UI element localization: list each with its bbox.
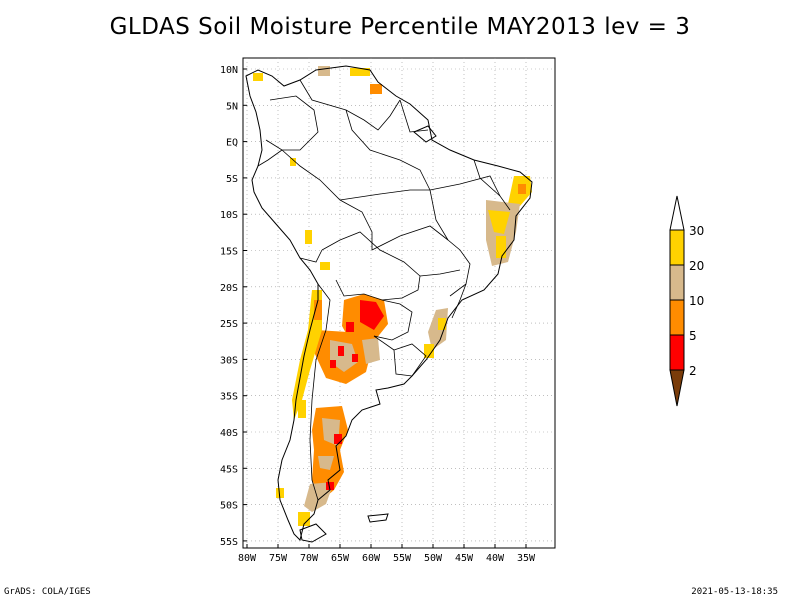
ecuador-border bbox=[257, 149, 283, 167]
shade-patch bbox=[350, 68, 370, 76]
shade-patch bbox=[253, 73, 263, 81]
peru-chile-border bbox=[299, 249, 323, 263]
latitude-tick-labels: 10N 5N EQ 5S 10S 15S 20S 25S 30S 35S 40S 45S 50S 55S bbox=[220, 65, 238, 548]
colorbar-label: 30 bbox=[689, 224, 704, 238]
footer-credit: GrADS: COLA/IGES bbox=[4, 587, 91, 597]
plot-area bbox=[242, 57, 556, 549]
lat-tick-label: 5N bbox=[226, 101, 238, 112]
falkland-islands-outline bbox=[367, 513, 389, 523]
lat-tick-label: 25S bbox=[220, 319, 238, 330]
brazil-interior-d bbox=[419, 269, 461, 277]
lon-tick-label: 70W bbox=[300, 553, 319, 564]
lon-tick-label: 40W bbox=[486, 553, 505, 564]
shade-patch bbox=[488, 210, 510, 234]
lon-tick-label: 60W bbox=[362, 553, 381, 564]
shade-patch bbox=[330, 360, 336, 368]
colorbar-label: 5 bbox=[689, 329, 697, 343]
shade-patch bbox=[338, 346, 344, 356]
shade-patch bbox=[346, 322, 354, 332]
amazon-mouth-outline bbox=[413, 125, 437, 143]
lat-tick-label: 45S bbox=[220, 464, 238, 475]
lon-tick-label: 45W bbox=[455, 553, 474, 564]
shade-patch bbox=[314, 300, 322, 320]
paraguay-border bbox=[373, 299, 413, 341]
brazil-interior-e bbox=[339, 189, 430, 201]
shade-patch bbox=[290, 158, 296, 166]
plot-frame bbox=[242, 57, 556, 549]
lat-tick-label: 55S bbox=[220, 537, 238, 548]
shade-patch bbox=[352, 354, 358, 362]
lon-tick-label: 35W bbox=[517, 553, 536, 564]
brazil-interior-f bbox=[345, 109, 431, 191]
colorbar-label: 2 bbox=[689, 364, 697, 378]
lat-tick-label: 40S bbox=[220, 428, 238, 439]
shade-patch bbox=[362, 338, 380, 364]
south-america-outline bbox=[245, 65, 533, 541]
colorbar-bottom-arrow bbox=[669, 369, 685, 407]
colorbar-bin-20-30 bbox=[669, 229, 685, 266]
shade-patch bbox=[438, 318, 446, 330]
shade-patch bbox=[326, 482, 334, 490]
shade-patch bbox=[298, 512, 310, 526]
colorbar-bin-2-5 bbox=[669, 334, 685, 371]
shade-patch bbox=[276, 488, 284, 498]
lon-tick-label: 50W bbox=[424, 553, 443, 564]
map-title: GLDAS Soil Moisture Percentile MAY2013 l… bbox=[109, 14, 691, 40]
lat-tick-label: 5S bbox=[226, 174, 238, 185]
brazil-interior-c bbox=[371, 225, 449, 251]
shade-patch bbox=[424, 344, 434, 358]
tierra-del-fuego-outline bbox=[299, 523, 327, 543]
shade-patch bbox=[496, 236, 506, 258]
lat-tick-label: 10S bbox=[220, 210, 238, 221]
shade-patch bbox=[360, 300, 384, 330]
lat-tick-label: 10N bbox=[220, 65, 238, 76]
chile-argentina-border bbox=[309, 283, 331, 501]
shade-patch bbox=[518, 184, 526, 194]
shade-patch bbox=[334, 434, 342, 444]
brazil-interior-a bbox=[429, 175, 501, 197]
lon-tick-label: 75W bbox=[269, 553, 288, 564]
shade-patch bbox=[320, 262, 330, 270]
lat-tick-label: 50S bbox=[220, 501, 238, 512]
brazil-interior-h bbox=[451, 283, 467, 319]
colorbar-bin-10-20 bbox=[669, 264, 685, 301]
lat-tick-label: 35S bbox=[220, 392, 238, 403]
lon-tick-label: 65W bbox=[331, 553, 350, 564]
uruguay-border bbox=[393, 343, 427, 377]
longitude-tick-labels: 80W 75W 70W 65W 60W 55W 50W 45W 40W 35W bbox=[238, 553, 536, 564]
shade-patch bbox=[318, 456, 334, 470]
coastline bbox=[245, 65, 533, 543]
footer-timestamp: 2021-05-13-18:35 bbox=[691, 587, 778, 597]
lat-tick-label: 30S bbox=[220, 355, 238, 366]
shade-patch bbox=[298, 400, 306, 418]
lat-tick-label: 20S bbox=[220, 283, 238, 294]
soil-moisture-shading bbox=[253, 66, 532, 526]
colorbar-label: 10 bbox=[689, 294, 704, 308]
lat-tick-label: 15S bbox=[220, 247, 238, 258]
guiana-border bbox=[399, 99, 429, 133]
colorbar-label: 20 bbox=[689, 259, 704, 273]
lat-tick-label: EQ bbox=[226, 138, 238, 149]
shade-patch bbox=[370, 84, 382, 94]
bolivia-border bbox=[321, 231, 421, 301]
colorbar-labels: 2 5 10 20 30 bbox=[689, 224, 704, 378]
shade-patch bbox=[318, 66, 330, 76]
lon-tick-label: 55W bbox=[393, 553, 412, 564]
country-borders bbox=[257, 79, 511, 501]
colorbar-top-arrow bbox=[669, 195, 685, 231]
lon-tick-label: 80W bbox=[238, 553, 257, 564]
color-bar: 2 5 10 20 30 bbox=[669, 195, 704, 407]
venezuela-border bbox=[299, 79, 401, 131]
argentina-brazil-border bbox=[373, 335, 395, 351]
shade-patch bbox=[305, 230, 312, 244]
colorbar-bin-5-10 bbox=[669, 299, 685, 336]
shade-patch bbox=[292, 290, 322, 420]
brazil-interior-g bbox=[473, 159, 511, 211]
